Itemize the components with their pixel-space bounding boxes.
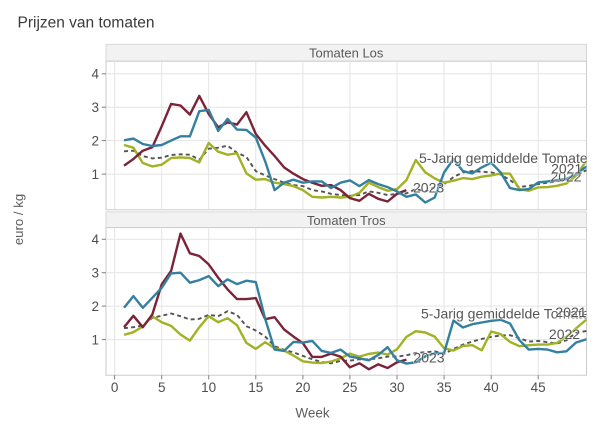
svg-text:4: 4 [91, 232, 99, 247]
svg-text:2: 2 [91, 299, 99, 314]
svg-text:5-Jarig gemiddelde Tomaten: 5-Jarig gemiddelde Tomaten [421, 306, 597, 322]
svg-text:2023: 2023 [413, 179, 444, 195]
svg-text:2023: 2023 [413, 349, 444, 365]
svg-text:2022: 2022 [549, 326, 580, 342]
svg-text:2021: 2021 [551, 161, 582, 177]
svg-text:2021: 2021 [555, 304, 586, 320]
svg-text:2022: 2022 [550, 169, 581, 185]
svg-text:4: 4 [91, 67, 99, 82]
svg-text:35: 35 [437, 380, 452, 395]
svg-text:25: 25 [342, 380, 357, 395]
svg-text:40: 40 [484, 380, 499, 395]
svg-text:Tomaten Los: Tomaten Los [309, 46, 384, 61]
svg-text:0: 0 [111, 380, 119, 395]
svg-text:45: 45 [531, 380, 546, 395]
svg-text:5-Jarig gemiddelde Tomaten: 5-Jarig gemiddelde Tomaten [419, 150, 595, 166]
svg-text:2: 2 [91, 133, 99, 148]
svg-text:3: 3 [91, 100, 99, 115]
svg-text:3: 3 [91, 265, 99, 280]
svg-text:Tomaten Tros: Tomaten Tros [307, 213, 386, 228]
svg-text:5: 5 [158, 380, 166, 395]
svg-text:Prijzen van tomaten: Prijzen van tomaten [18, 14, 155, 31]
svg-text:20: 20 [295, 380, 310, 395]
svg-text:15: 15 [248, 380, 263, 395]
svg-text:1: 1 [91, 332, 99, 347]
svg-text:Week: Week [295, 405, 330, 420]
svg-text:10: 10 [201, 380, 216, 395]
svg-text:30: 30 [389, 380, 404, 395]
svg-text:euro / kg: euro / kg [11, 194, 26, 245]
svg-text:1: 1 [91, 167, 99, 182]
